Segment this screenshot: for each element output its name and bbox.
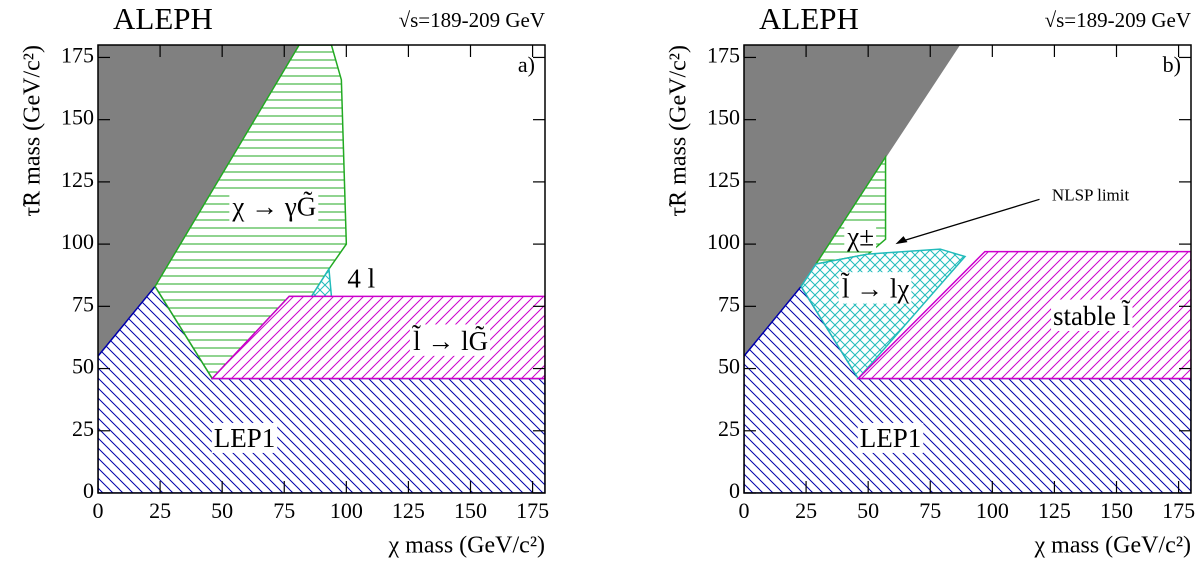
x-tick-label: 125 <box>1038 498 1071 523</box>
y-axis-label: τ̃R mass (GeV/c²) <box>666 45 692 216</box>
region-label: stable l̃ <box>1053 300 1130 331</box>
x-tick-label: 50 <box>857 498 879 523</box>
x-axis-label: χ mass (GeV/c²) <box>388 533 545 559</box>
region-label: LEP1 <box>214 423 276 453</box>
x-tick-label: 100 <box>330 498 363 523</box>
x-tick-label: 175 <box>516 498 549 523</box>
annotation-arrow <box>900 198 1040 243</box>
y-tick-label: 150 <box>707 105 740 130</box>
y-tick-label: 175 <box>61 42 94 67</box>
x-tick-label: 100 <box>976 498 1009 523</box>
x-tick-label: 75 <box>919 498 941 523</box>
label-bg <box>844 221 877 252</box>
x-tick-label: 50 <box>211 498 233 523</box>
annotation: NLSP limit <box>1052 186 1130 205</box>
panel-label: b) <box>1163 52 1181 77</box>
y-tick-label: 0 <box>729 478 740 503</box>
y-axis-label: τ̃R mass (GeV/c²) <box>20 45 46 216</box>
axes-frame <box>97 44 546 494</box>
region-label: χ± <box>846 221 874 251</box>
label-bg <box>1051 299 1133 331</box>
label-bg <box>838 272 912 304</box>
y-tick-label: 50 <box>718 354 740 379</box>
y-tick-label: 0 <box>83 478 94 503</box>
region <box>744 45 961 357</box>
y-tick-label: 25 <box>718 416 740 441</box>
panel-label: a) <box>518 52 535 77</box>
label-bg <box>345 263 378 294</box>
chart-title: ALEPH <box>759 1 859 36</box>
y-tick-label: 75 <box>72 291 94 316</box>
label-bg <box>857 422 924 453</box>
region-label: LEP1 <box>860 423 922 453</box>
x-tick-label: 75 <box>273 498 295 523</box>
panel: LEP1 χ → γG̃ 4 l l̃ → lG̃ 0 25 50 75 100 125 150 17… <box>20 1 550 558</box>
x-tick-label: 25 <box>795 498 817 523</box>
region-label: 4 l <box>347 264 375 294</box>
x-tick-label: 150 <box>1100 498 1133 523</box>
axes-frame <box>743 44 1192 494</box>
chart-subtitle: √s=189-209 GeV <box>1045 8 1191 32</box>
y-tick-label: 50 <box>72 354 94 379</box>
x-tick-label: 175 <box>1162 498 1195 523</box>
plot-area <box>98 45 545 493</box>
region-label: l̃ → lG̃ <box>412 324 488 355</box>
region-label: χ → γG̃ <box>231 191 316 221</box>
y-tick-label: 125 <box>61 167 94 192</box>
annotation-arrowhead <box>895 236 908 245</box>
y-tick-label: 100 <box>61 229 94 254</box>
label-bg <box>211 422 278 453</box>
label-bg <box>409 324 491 356</box>
y-tick-label: 25 <box>72 416 94 441</box>
x-tick-label: 150 <box>454 498 487 523</box>
x-tick-label: 0 <box>93 498 104 523</box>
y-tick-label: 75 <box>718 291 740 316</box>
label-bg <box>229 190 319 222</box>
x-tick-label: 125 <box>392 498 425 523</box>
region-label: l̃ → lχ <box>841 272 910 303</box>
y-tick-label: 100 <box>707 229 740 254</box>
chart-title: ALEPH <box>113 1 213 36</box>
y-tick-label: 150 <box>61 105 94 130</box>
panel: LEP1 χ± l̃ → lχ stable l̃ 0 25 50 75 100 125 150 17… <box>666 1 1196 558</box>
chart-subtitle: √s=189-209 GeV <box>399 8 545 32</box>
region <box>856 250 1191 380</box>
region <box>210 295 545 380</box>
x-axis-label: χ mass (GeV/c²) <box>1034 533 1191 559</box>
plot-area <box>744 45 1191 493</box>
y-tick-label: 125 <box>707 167 740 192</box>
x-tick-label: 0 <box>739 498 750 523</box>
y-tick-label: 175 <box>707 42 740 67</box>
x-tick-label: 25 <box>149 498 171 523</box>
